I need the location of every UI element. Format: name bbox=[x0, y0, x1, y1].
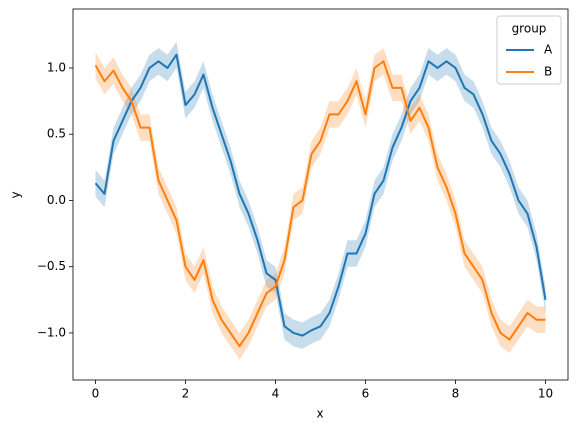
legend-label: A bbox=[544, 43, 553, 57]
y-tick-label: 1.0 bbox=[47, 60, 66, 74]
line bbox=[94, 60, 546, 348]
x-tick-label: 10 bbox=[538, 387, 553, 401]
legend-label: B bbox=[544, 65, 552, 79]
y-tick-label: 0.0 bbox=[47, 193, 66, 207]
x-tick-label: 8 bbox=[452, 387, 460, 401]
y-axis-label: y bbox=[9, 191, 23, 198]
y-tick-label: −1.0 bbox=[37, 325, 66, 339]
legend-title: group bbox=[512, 22, 547, 36]
line bbox=[94, 53, 547, 337]
x-tick-label: 6 bbox=[362, 387, 370, 401]
x-axis-label: x bbox=[316, 407, 323, 421]
y-tick-label: 0.5 bbox=[47, 127, 66, 141]
x-tick-label: 2 bbox=[182, 387, 190, 401]
x-tick-label: 0 bbox=[92, 387, 100, 401]
plot-frame bbox=[72, 8, 569, 381]
y-tick-label: −0.5 bbox=[37, 259, 66, 273]
x-tick-label: 4 bbox=[272, 387, 280, 401]
